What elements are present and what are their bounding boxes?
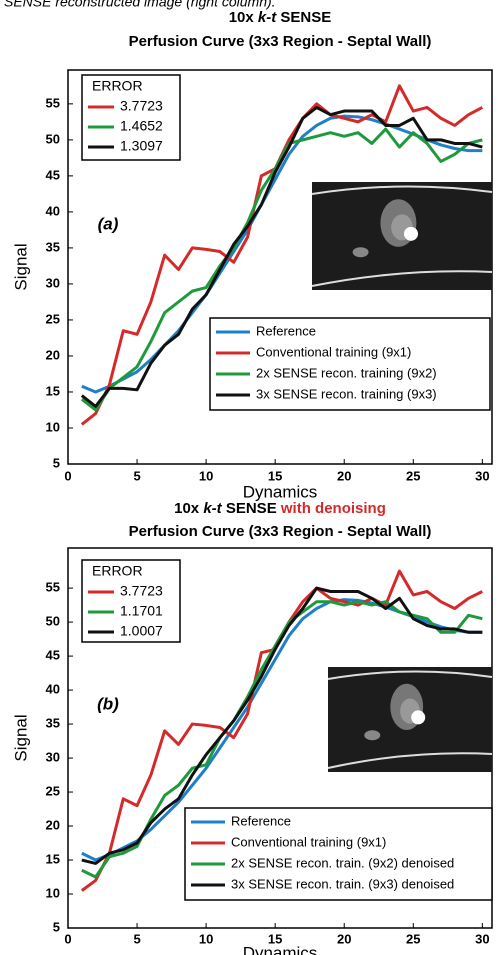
- y-tick-label: 45: [46, 167, 60, 182]
- legend-label: 3x SENSE recon. training (9x3): [256, 386, 437, 401]
- x-tick-label: 20: [337, 931, 351, 946]
- title-part: 10x: [229, 9, 255, 26]
- x-tick-label: 25: [406, 931, 420, 946]
- legend-label: Conventional training (9x1): [256, 344, 411, 359]
- title-part: 10x: [174, 500, 200, 517]
- x-tick-label: 20: [337, 468, 351, 483]
- chart-title: 10x k-t SENSE with denoising: [174, 500, 386, 517]
- error-value: 1.3097: [120, 138, 163, 154]
- x-tick-label: 5: [133, 931, 140, 946]
- y-tick-label: 25: [46, 783, 60, 798]
- x-axis-title: Dynamics: [243, 482, 318, 501]
- title-part: k-t: [258, 9, 277, 26]
- title-part: with denoising: [280, 500, 386, 517]
- error-value: 3.7723: [120, 98, 163, 114]
- x-tick-label: 10: [199, 468, 213, 483]
- x-tick-label: 30: [475, 931, 489, 946]
- y-tick-label: 40: [46, 682, 60, 697]
- y-tick-label: 55: [46, 580, 60, 595]
- error-value: 1.4652: [120, 118, 163, 134]
- y-tick-label: 20: [46, 347, 60, 362]
- panel-label: (b): [97, 694, 119, 713]
- x-tick-label: 30: [475, 468, 489, 483]
- x-tick-label: 0: [64, 931, 71, 946]
- chart-subtitle: Perfusion Curve (3x3 Region - Septal Wal…: [129, 523, 432, 540]
- y-tick-label: 30: [46, 275, 60, 290]
- y-tick-label: 30: [46, 749, 60, 764]
- chart-title: 10x k-t SENSE: [229, 9, 332, 26]
- error-value: 1.0007: [120, 623, 163, 639]
- x-tick-label: 10: [199, 931, 213, 946]
- page: {"caption": "SENSE reconstructed image (…: [0, 0, 498, 955]
- chart-subtitle: Perfusion Curve (3x3 Region - Septal Wal…: [129, 33, 432, 50]
- figure: SENSE reconstructed image (right column)…: [0, 0, 498, 955]
- title-part: SENSE: [280, 9, 331, 26]
- x-tick-label: 25: [406, 468, 420, 483]
- y-tick-label: 15: [46, 383, 60, 398]
- inset-organ: [353, 247, 369, 257]
- y-tick-label: 10: [46, 419, 60, 434]
- inset-organ: [411, 710, 425, 724]
- legend-label: Conventional training (9x1): [231, 834, 386, 849]
- error-value: 1.1701: [120, 603, 163, 619]
- error-title: ERROR: [92, 78, 143, 94]
- x-axis-title: Dynamics: [243, 943, 318, 955]
- y-tick-label: 45: [46, 648, 60, 663]
- legend-label: Reference: [231, 813, 291, 828]
- legend-label: 3x SENSE recon. train. (9x3) denoised: [231, 876, 454, 891]
- y-tick-label: 20: [46, 817, 60, 832]
- y-tick-label: 50: [46, 614, 60, 629]
- y-tick-label: 5: [53, 455, 60, 470]
- panel-label: (a): [98, 214, 119, 233]
- x-tick-label: 0: [64, 468, 71, 483]
- y-tick-label: 35: [46, 716, 60, 731]
- error-value: 3.7723: [120, 583, 163, 599]
- inset-organ: [404, 227, 418, 241]
- y-tick-label: 35: [46, 239, 60, 254]
- x-tick-label: 15: [268, 468, 282, 483]
- error-title: ERROR: [92, 563, 143, 579]
- title-part: SENSE: [226, 500, 277, 517]
- y-tick-label: 55: [46, 95, 60, 110]
- x-tick-label: 5: [133, 468, 140, 483]
- legend-label: Reference: [256, 323, 316, 338]
- y-tick-label: 50: [46, 131, 60, 146]
- y-tick-label: 10: [46, 885, 60, 900]
- inset-organ: [364, 730, 380, 740]
- y-tick-label: 15: [46, 851, 60, 866]
- legend-label: 2x SENSE recon. training (9x2): [256, 365, 437, 380]
- y-axis-title: Signal: [11, 243, 30, 290]
- y-tick-label: 5: [53, 919, 60, 934]
- y-tick-label: 25: [46, 311, 60, 326]
- legend-label: 2x SENSE recon. train. (9x2) denoised: [231, 855, 454, 870]
- y-tick-label: 40: [46, 203, 60, 218]
- y-axis-title: Signal: [11, 714, 30, 761]
- title-part: k-t: [203, 500, 222, 517]
